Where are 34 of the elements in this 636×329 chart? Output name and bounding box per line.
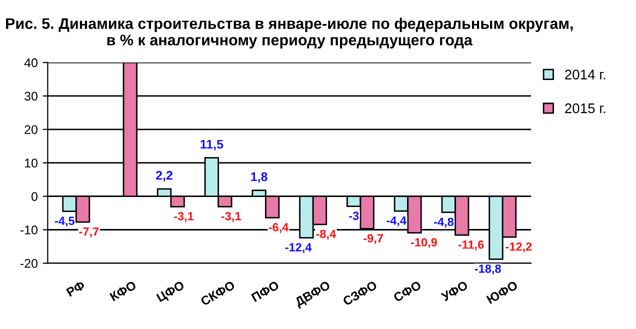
legend-label: 2014 г. bbox=[565, 70, 606, 80]
y-tick-label: 30 bbox=[24, 92, 38, 101]
data-label: -9,7 bbox=[364, 234, 383, 244]
data-label: 1,8 bbox=[251, 172, 268, 183]
y-tick-label: -10 bbox=[20, 226, 38, 234]
data-label: -18,8 bbox=[474, 264, 501, 275]
data-label: -3 bbox=[349, 212, 359, 220]
x-tick-label: КФО bbox=[109, 280, 137, 302]
y-tick-label: 40 bbox=[24, 58, 38, 68]
data-label: -12,2 bbox=[506, 242, 532, 253]
y-tick-label: -20 bbox=[20, 259, 38, 268]
y-tick-label: 10 bbox=[25, 158, 38, 168]
x-tick-label: ПФО bbox=[250, 280, 280, 302]
x-tick-label: ЦФО bbox=[156, 280, 186, 304]
x-tick-label: СФО bbox=[392, 280, 422, 302]
data-label: 11,5 bbox=[200, 140, 224, 150]
data-label: 2,2 bbox=[156, 170, 172, 182]
data-label: -6,4 bbox=[268, 223, 289, 234]
y-tick-label: 20 bbox=[24, 125, 38, 134]
data-label: -12,4 bbox=[285, 243, 312, 254]
data-label: -8,4 bbox=[316, 230, 336, 240]
data-label: -3,1 bbox=[174, 212, 194, 222]
chart-title: Рис. 5. Динамика строительства в январе-июле по федеральным округам, в % к аналогичному периоду предыдущего года bbox=[6, 18, 573, 48]
data-label: -4,4 bbox=[386, 216, 406, 226]
data-label: -7,7 bbox=[79, 228, 99, 238]
x-tick-label: РФ bbox=[66, 280, 86, 297]
data-label: -11,6 bbox=[458, 240, 484, 251]
data-label: -10,9 bbox=[410, 238, 437, 248]
data-label: -4,8 bbox=[434, 218, 454, 228]
data-label: -4,5 bbox=[54, 216, 74, 227]
y-tick-label: 0 bbox=[32, 192, 38, 201]
data-label: -3,1 bbox=[221, 212, 241, 222]
x-tick-label: УФО bbox=[440, 280, 468, 302]
legend-label: 2015 г. bbox=[565, 103, 606, 114]
